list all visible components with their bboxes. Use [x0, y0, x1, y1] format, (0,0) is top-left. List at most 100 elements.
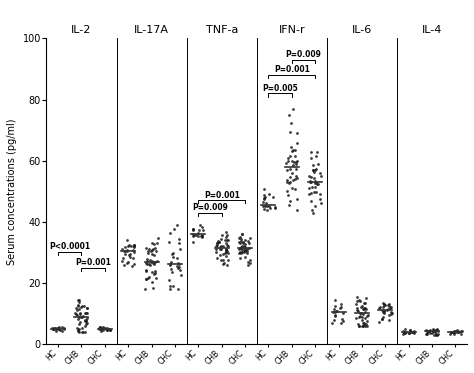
Point — [316, 170, 324, 176]
Point — [293, 175, 301, 181]
Point — [221, 250, 228, 256]
Point — [223, 242, 231, 248]
Point — [120, 248, 128, 254]
Point — [385, 301, 392, 307]
Point — [167, 266, 175, 272]
Point — [130, 247, 137, 253]
Point — [73, 307, 81, 313]
Point — [286, 112, 293, 118]
Point — [292, 166, 300, 172]
Point — [456, 329, 463, 335]
Point — [291, 176, 299, 182]
Point — [236, 249, 244, 255]
Point — [353, 305, 360, 311]
Point — [338, 316, 346, 322]
Point — [388, 311, 395, 317]
Point — [219, 261, 227, 267]
Point — [166, 283, 173, 289]
Point — [82, 323, 89, 329]
Point — [219, 257, 227, 263]
Point — [332, 308, 340, 314]
Point — [380, 308, 388, 314]
Point — [102, 326, 110, 332]
Point — [236, 239, 243, 245]
Point — [58, 328, 66, 334]
Point — [356, 313, 364, 319]
Point — [166, 262, 173, 268]
Point — [292, 147, 299, 153]
Point — [447, 329, 455, 335]
Point — [52, 325, 59, 331]
Point — [190, 226, 197, 232]
Point — [381, 303, 389, 308]
Point — [260, 195, 268, 201]
Point — [378, 316, 386, 322]
Point — [401, 329, 408, 335]
Point — [174, 286, 182, 292]
Point — [146, 262, 154, 268]
Point — [165, 277, 173, 283]
Point — [238, 247, 246, 253]
Point — [144, 250, 152, 256]
Point — [355, 323, 363, 329]
Text: P=0.001: P=0.001 — [204, 191, 240, 200]
Point — [451, 329, 458, 335]
Point — [426, 328, 433, 334]
Point — [241, 242, 248, 248]
Point — [176, 246, 183, 252]
Point — [74, 302, 82, 308]
Point — [198, 234, 205, 240]
Point — [262, 194, 269, 200]
Point — [101, 325, 109, 331]
Point — [212, 243, 220, 249]
Point — [154, 258, 161, 264]
Point — [339, 310, 346, 316]
Point — [222, 247, 230, 253]
Point — [105, 326, 113, 332]
Point — [293, 197, 301, 203]
Point — [291, 186, 299, 192]
Point — [450, 331, 458, 337]
Point — [103, 327, 111, 333]
Point — [213, 240, 221, 246]
Point — [376, 304, 384, 310]
Point — [310, 169, 318, 175]
Point — [432, 327, 440, 333]
Point — [60, 326, 68, 332]
Point — [57, 327, 64, 333]
Point — [151, 270, 159, 276]
Point — [74, 297, 82, 303]
Point — [55, 326, 62, 332]
Point — [353, 315, 360, 321]
Point — [235, 250, 243, 256]
Point — [283, 188, 291, 194]
Point — [215, 239, 223, 245]
Point — [260, 199, 267, 205]
Point — [219, 232, 226, 238]
Point — [222, 246, 230, 252]
Point — [331, 309, 339, 315]
Point — [107, 327, 114, 333]
Point — [224, 257, 231, 263]
Point — [144, 258, 151, 264]
Y-axis label: Serum concentrations (pg/ml): Serum concentrations (pg/ml) — [7, 118, 17, 264]
Point — [361, 305, 369, 311]
Point — [144, 261, 151, 267]
Point — [80, 303, 88, 309]
Point — [217, 257, 225, 263]
Point — [194, 230, 202, 236]
Point — [246, 257, 254, 263]
Point — [128, 263, 136, 269]
Point — [361, 322, 368, 328]
Point — [428, 328, 436, 334]
Point — [75, 314, 83, 320]
Point — [447, 329, 455, 335]
Point — [82, 321, 90, 327]
Point — [328, 320, 336, 326]
Point — [405, 330, 413, 336]
Point — [170, 226, 178, 232]
Point — [72, 305, 80, 311]
Point — [381, 310, 388, 316]
Point — [241, 254, 249, 260]
Point — [310, 189, 318, 195]
